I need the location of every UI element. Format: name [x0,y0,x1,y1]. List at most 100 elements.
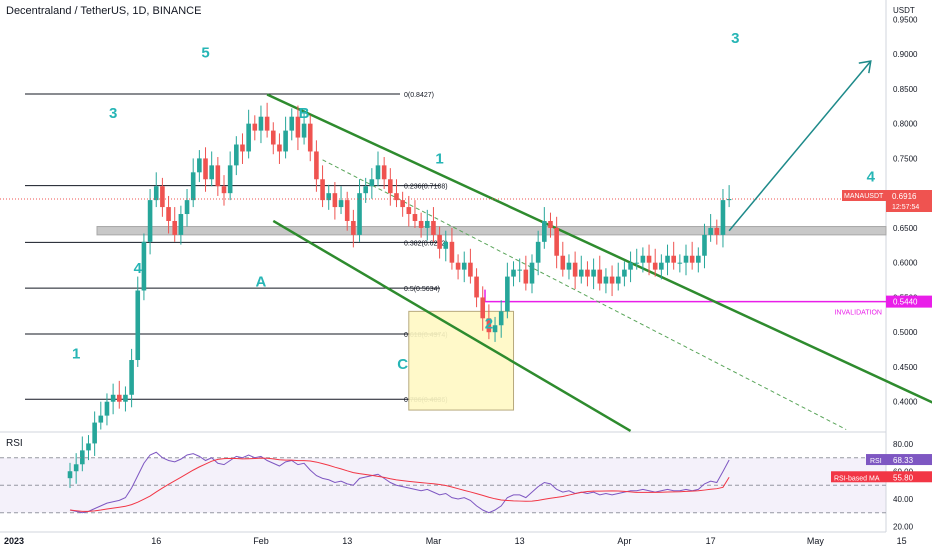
candle-body [381,165,387,180]
candle-body [566,262,572,270]
wave-label: 1 [72,346,80,363]
candle-body [640,255,646,263]
wave-label: B [299,105,310,122]
candle-body [726,199,732,201]
candle-body [689,255,695,263]
time-tick-label: May [807,536,825,546]
candle-body [578,269,584,277]
support-zone-rect [96,226,887,236]
candle-body [283,130,288,152]
time-tick-label: 13 [515,536,525,546]
candle-body [147,200,153,242]
candle-body [197,158,202,173]
candle-body [73,464,79,472]
fib-label: 0.5(0.5634) [404,286,440,293]
rsi-ma-name: RSI-based MA [834,475,880,482]
candle-body [227,165,233,194]
rsi-ma-value: 55.80 [893,473,914,482]
currency-label: USDT [893,6,915,15]
rsi-ma-name-badge [831,471,886,483]
candle-body [104,401,110,416]
candle-body [98,415,104,423]
candle-body [634,262,640,264]
candle-body [572,262,578,277]
candle-body [535,241,541,263]
candle-body [129,360,134,395]
candle-body [480,297,486,319]
candle-body [110,394,116,402]
candle-body [671,255,676,263]
candle-body [258,116,264,131]
symbol-text: MANAUSDT [844,193,884,200]
forecast-arrow [728,60,872,232]
countdown-text: 12:57:54 [892,204,919,211]
rsi-ma-value-badge [886,471,932,483]
candle-body [505,276,510,312]
price-tick-label: 0.8000 [893,120,918,129]
time-tick-label: 13 [342,536,352,546]
candle-body [708,227,713,235]
candle-body [80,450,85,465]
candle-body [357,193,362,235]
candle-body [172,220,178,235]
candle-body [314,151,319,180]
candle-body [498,311,504,326]
yellow-target-box [408,310,515,411]
candle-body [116,394,122,402]
candle-body [424,220,430,228]
candle-body [307,123,313,152]
time-tick-label: Apr [617,536,631,546]
candles [67,102,732,488]
time-tick-label: 16 [151,536,161,546]
chart-title: Decentraland / TetherUS, 1D, BINANCE [6,5,202,17]
wave-label: A [256,273,267,290]
candle-body [659,262,664,270]
candle-body [363,186,368,194]
candle-body [437,234,442,249]
candle-body [270,130,276,145]
price-tick-label: 0.6500 [893,224,918,233]
candle-body [622,269,627,277]
candle-body [277,144,282,152]
rsi-panel [0,451,886,514]
candle-body [720,200,726,235]
candle-body [597,269,603,284]
time-tick-label: Feb [253,536,269,546]
candle-body [166,207,171,221]
invalidation-badge [886,295,932,308]
wave-label: C [397,356,408,373]
rsi-ma-line [69,457,730,512]
candle-body [86,443,91,451]
rsi-line [69,451,730,514]
candle-body [388,179,393,194]
channel-lower-line [272,219,632,432]
candle-body [628,262,633,270]
support-zone [96,226,887,303]
candle-body [646,255,652,263]
candle-body [529,262,535,284]
price-badges: MANAUSDT 0.6916 12:57:54 0.5440 INVALIDATION… [831,190,932,483]
price-tick-label: 0.8500 [893,85,918,94]
price-tick-label: 0.9500 [893,15,918,24]
time-tick-label: 2023 [4,536,24,546]
invalidation-label: INVALIDATION [834,310,882,317]
candle-body [683,255,689,263]
candle-body [92,422,97,444]
rsi-value: 68.33 [893,456,914,465]
rsi-name: RSI [870,458,882,465]
candle-body [209,165,214,180]
candle-body [468,262,473,277]
rsi-value-badge [886,454,932,466]
candle-body [67,471,73,479]
symbol-badge [842,190,886,202]
rsi-tick-label: 20.00 [893,523,914,532]
candle-body [264,116,270,131]
candle-body [190,172,196,201]
candle-body [338,200,344,208]
yellow-box [408,310,515,411]
candle-body [240,144,245,152]
candle-body [431,220,436,235]
time-tick-label: 15 [897,536,907,546]
candle-body [135,290,141,361]
